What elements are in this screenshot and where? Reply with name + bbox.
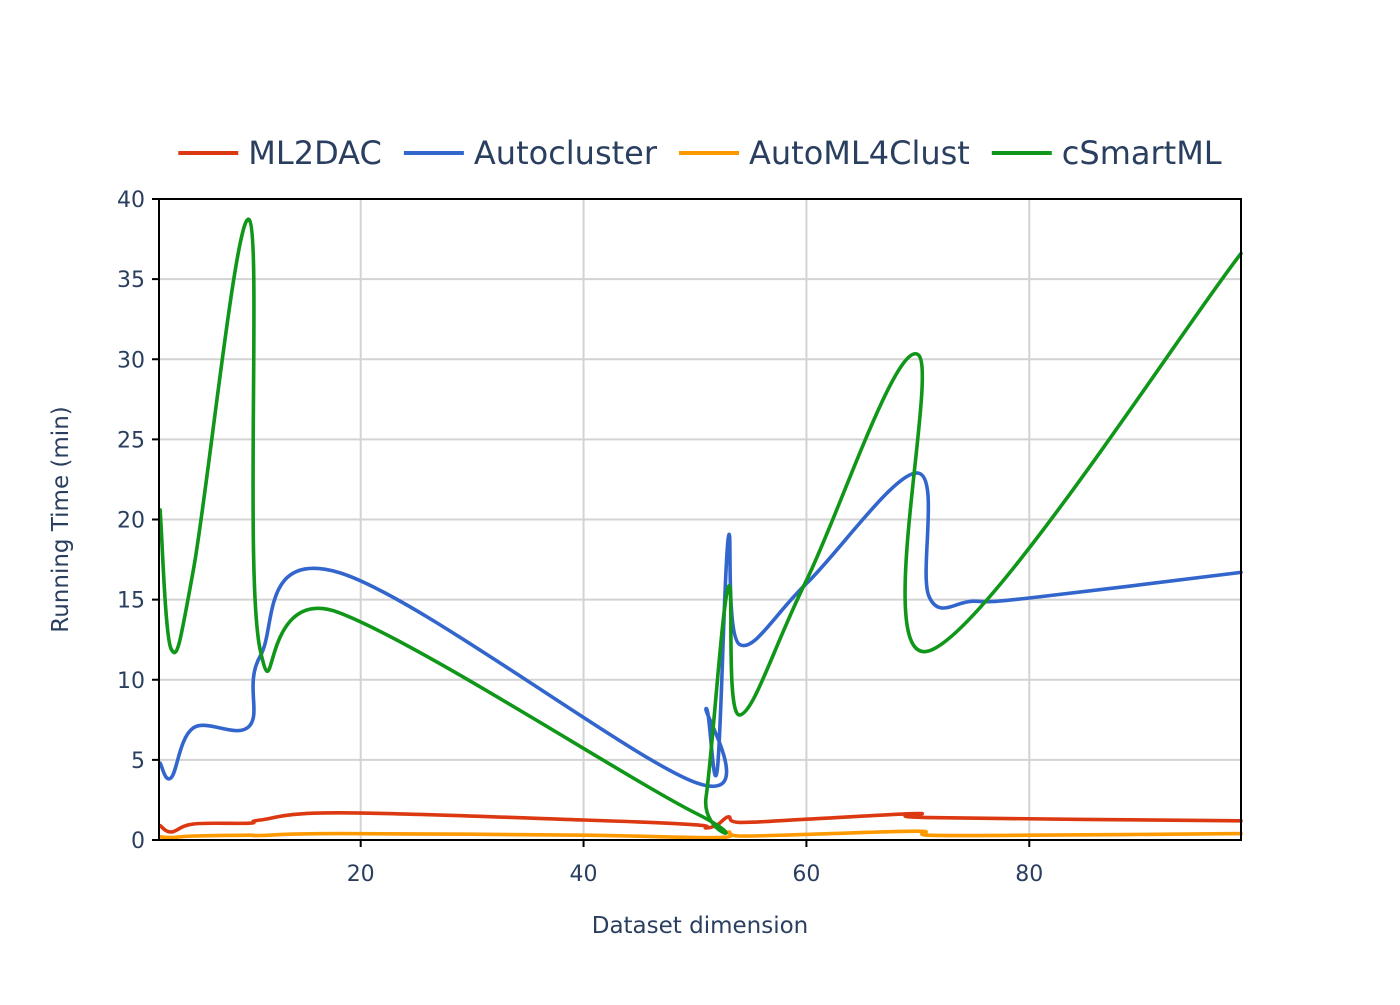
grid-lines (159, 198, 1241, 841)
y-tick-label: 0 (131, 829, 145, 854)
y-axis-title: Running Time (min) (48, 406, 74, 632)
y-tick-label: 5 (131, 749, 145, 774)
y-tick-label: 30 (117, 348, 145, 373)
series-lines (158, 217, 1243, 840)
legend-item-ml2dac: ML2DAC (178, 134, 382, 172)
y-tick-label: 20 (117, 509, 145, 534)
series-line-automl4clust (158, 829, 1243, 840)
x-tick-label: 40 (570, 862, 598, 887)
legend-label: AutoML4Clust (749, 134, 970, 172)
series-line-autocluster (158, 471, 1243, 788)
legend-label: Autocluster (474, 134, 658, 172)
legend-item-automl4clust: AutoML4Clust (679, 134, 970, 172)
y-tick-label: 40 (117, 188, 145, 213)
y-tick-label: 35 (117, 268, 145, 293)
axis-ticks: 0 5 10 15 20 25 30 35 40 20 40 60 80 (117, 188, 1043, 887)
y-tick-label: 10 (117, 669, 145, 694)
legend-label: ML2DAC (248, 134, 382, 172)
x-tick-label: 60 (792, 862, 820, 887)
x-tick-label: 20 (347, 862, 375, 887)
legend: ML2DAC Autocluster AutoML4Clust cSmartML (178, 134, 1222, 172)
legend-label: cSmartML (1062, 134, 1222, 172)
y-tick-label: 15 (117, 589, 145, 614)
y-tick-label: 25 (117, 428, 145, 453)
series-line-csmartml (158, 217, 1243, 835)
series-line-ml2dac (158, 811, 1243, 834)
legend-item-csmartml: cSmartML (991, 134, 1222, 172)
x-tick-label: 80 (1015, 862, 1043, 887)
x-axis-title: Dataset dimension (592, 913, 809, 939)
legend-item-autocluster: Autocluster (403, 134, 658, 172)
